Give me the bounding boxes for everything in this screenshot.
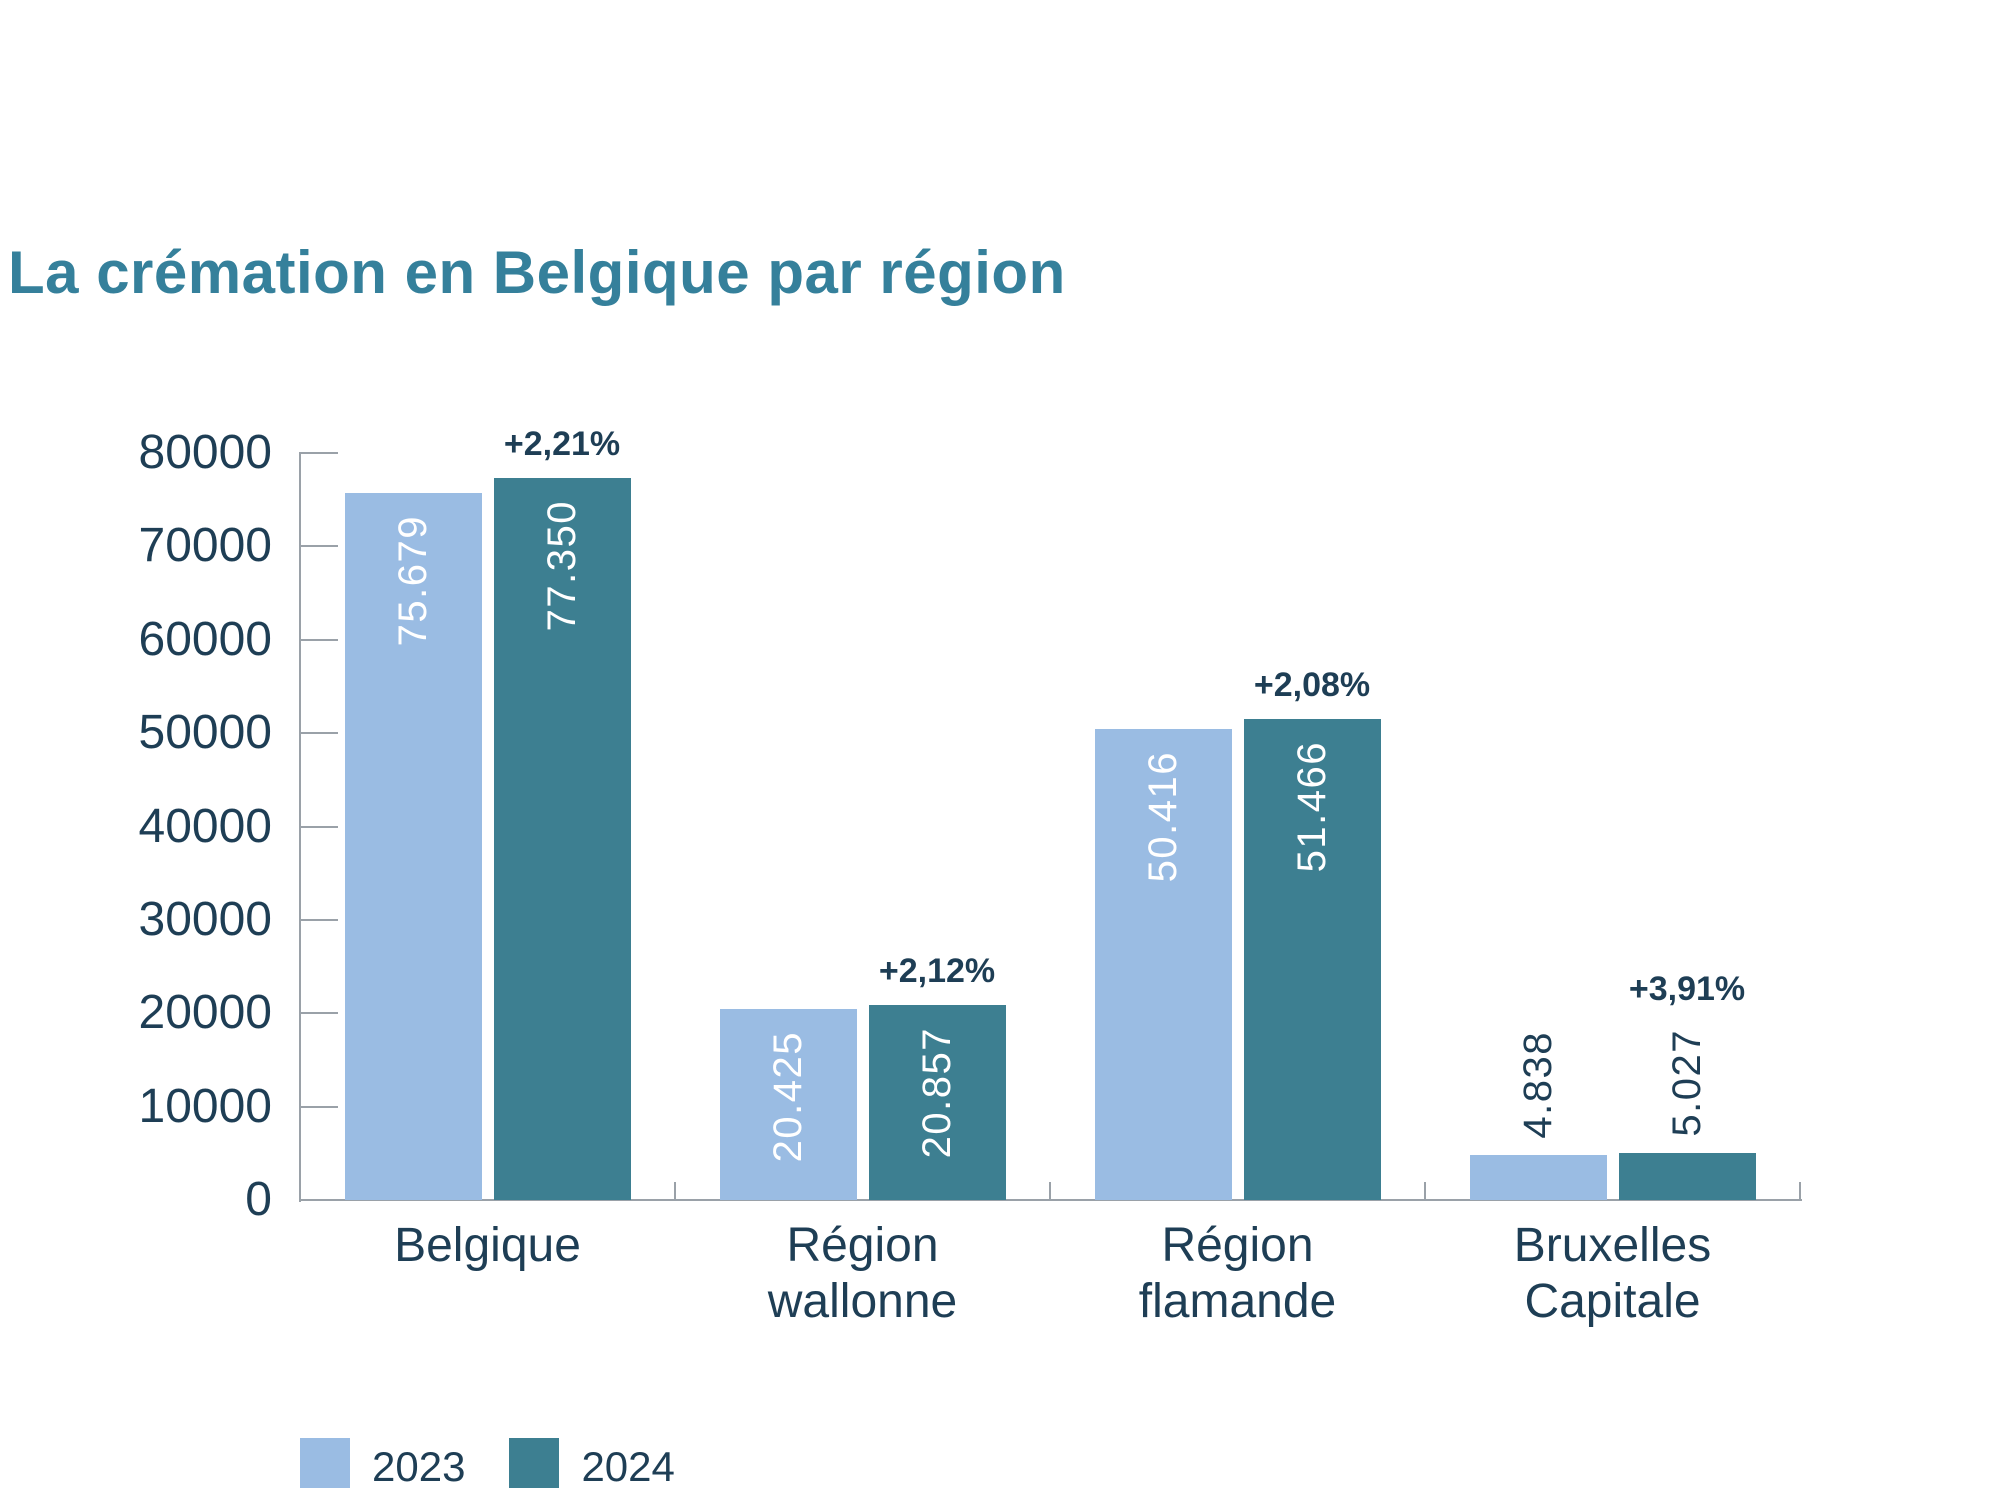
bar-value-label: 75.679: [390, 515, 435, 647]
above-bar-stack: 4.838: [1470, 1031, 1607, 1155]
x-axis-label-line: Région: [786, 1219, 939, 1272]
bar-value-label: 77.350: [539, 500, 584, 632]
y-axis-tick: [300, 545, 338, 548]
y-axis-tick: [300, 918, 338, 921]
bar-2024-region-flamande: 51.466 +2,08%: [1243, 666, 1381, 1200]
legend-swatch-2024: [509, 1438, 560, 1488]
bar-value-container: 77.350: [494, 500, 631, 631]
pct-change-label: +3,91%: [1628, 970, 1746, 1009]
bar-2023-region-flamande: 50.416: [1094, 729, 1232, 1200]
x-axis-label-line: Région: [1161, 1219, 1314, 1272]
above-bar-stack: +2,08%: [1244, 666, 1381, 719]
above-bar-stack: +2,12%: [869, 952, 1006, 1005]
pct-change-label: +2,12%: [878, 952, 996, 990]
bar-2023-bruxelles-capitale: 4.838: [1469, 1031, 1607, 1200]
bar-value-label: 5.027: [1664, 1029, 1709, 1137]
x-axis-label-line: Capitale: [1524, 1275, 1701, 1328]
legend-label-2024: 2024: [581, 1443, 675, 1490]
above-bar-stack: +2,21%: [494, 425, 631, 478]
bar-2024-bruxelles-capitale: +3,91% 5.027: [1618, 970, 1756, 1200]
x-axis-boundary-tick: [1799, 1182, 1801, 1200]
x-axis-label-region-wallonne: Région wallonne: [675, 1218, 1050, 1330]
pct-change-label: +2,08%: [1253, 666, 1371, 704]
y-axis-tick: [300, 732, 338, 735]
x-axis-label-line: Bruxelles: [1513, 1219, 1712, 1272]
y-axis-tick-label: 70000: [138, 519, 272, 573]
y-axis-tick-label: 30000: [138, 892, 272, 946]
chart-title: La crémation en Belgique par région: [8, 239, 1066, 306]
bar-2023-region-wallonne: 20.425: [719, 1009, 857, 1200]
bar-value-label: 51.466: [1289, 741, 1334, 873]
bar-2023-belgique: 75.679: [344, 493, 482, 1200]
bar-2024-region-wallonne: 20.857 +2,12%: [868, 952, 1006, 1200]
y-axis-tick-label: 10000: [138, 1079, 272, 1133]
x-axis-label-region-flamande: Région flamande: [1050, 1218, 1425, 1330]
above-bar-stack: +3,91% 5.027: [1619, 970, 1756, 1153]
x-axis-label-line: Belgique: [394, 1219, 581, 1272]
x-axis-line: [300, 1199, 1802, 1201]
y-axis-tick: [300, 638, 338, 641]
bar-value-container: 50.416: [1095, 751, 1232, 882]
y-axis-tick-label: 20000: [138, 986, 272, 1040]
legend-label-2023: 2023: [372, 1443, 466, 1490]
y-axis-tick: [300, 452, 338, 454]
y-axis-tick-label: 60000: [138, 612, 272, 666]
x-axis-boundary-tick: [1049, 1182, 1051, 1200]
bar-value-container: 20.425: [720, 1031, 857, 1162]
bar-value-container: 51.466: [1244, 741, 1381, 872]
y-axis-tick: [300, 1105, 338, 1108]
legend-swatch-2023: [300, 1438, 350, 1488]
x-axis-label-bruxelles-capitale: Bruxelles Capitale: [1425, 1218, 1800, 1330]
x-axis-label-line: wallonne: [767, 1275, 958, 1328]
x-axis-boundary-tick: [674, 1182, 676, 1200]
bar-value-label: 50.416: [1140, 751, 1185, 883]
pct-change-label: +2,21%: [503, 425, 621, 463]
x-axis-label-line: flamande: [1138, 1275, 1337, 1328]
y-axis-tick-label: 40000: [138, 799, 272, 853]
bar-2024-belgique: 77.350 +2,21%: [493, 425, 631, 1200]
chart-legend: 2023 2024: [300, 1438, 719, 1488]
y-axis-tick-label: 50000: [138, 706, 272, 760]
bar-value-container: 20.857: [869, 1027, 1006, 1158]
y-axis-tick-label: 0: [245, 1173, 272, 1226]
bar-value-container: 75.679: [345, 515, 482, 646]
bar-value-label: 4.838: [1515, 1031, 1560, 1139]
y-axis-tick: [300, 1012, 338, 1015]
y-axis-tick-label: 80000: [138, 426, 272, 479]
bar-value-label: 20.425: [765, 1031, 810, 1163]
x-axis-label-belgique: Belgique: [300, 1218, 675, 1274]
y-axis-tick: [300, 825, 338, 828]
bar-value-label: 20.857: [914, 1027, 959, 1159]
x-axis-boundary-tick: [1424, 1182, 1426, 1200]
